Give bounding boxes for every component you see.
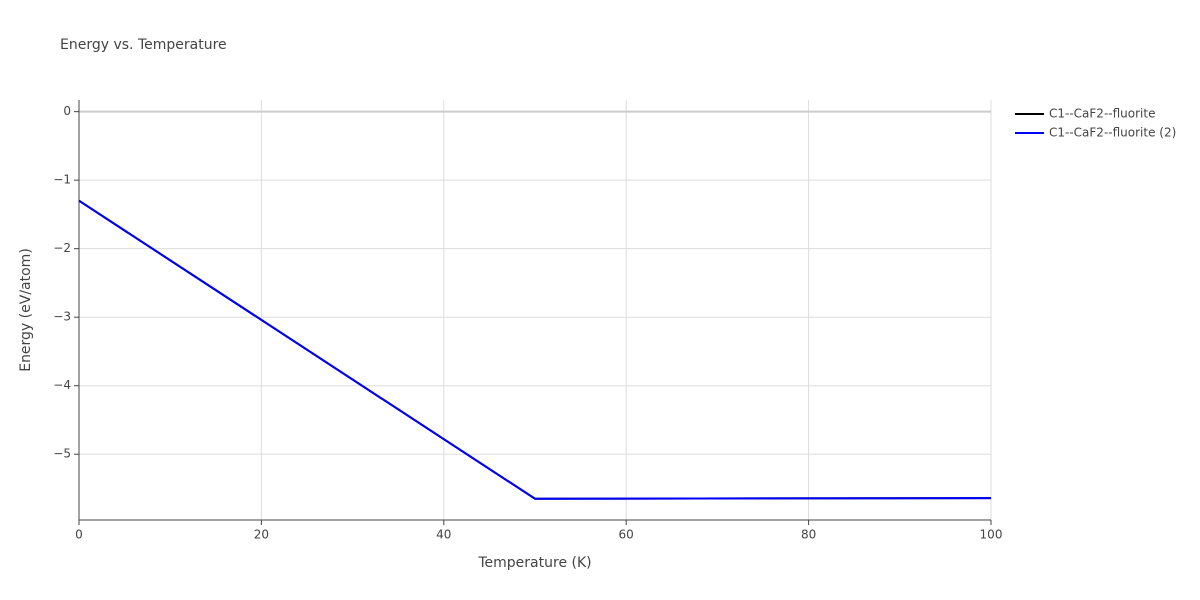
x-axis-title: Temperature (K) (477, 555, 591, 571)
x-tick-label: 100 (980, 528, 1003, 542)
chart-title: Energy vs. Temperature (60, 37, 227, 53)
y-axis-title: Energy (eV/atom) (18, 248, 34, 372)
x-tick-label: 0 (75, 528, 83, 542)
y-tick-label: −2 (53, 241, 71, 255)
legend-label: C1--CaF2--fluorite (2) (1049, 126, 1176, 140)
legend-label: C1--CaF2--fluorite (1049, 107, 1155, 121)
line-series (78, 199, 992, 500)
x-tick-label: 40 (436, 528, 451, 542)
y-tick-label: −4 (53, 378, 71, 392)
x-tick-label: 60 (619, 528, 634, 542)
y-tick-label: −3 (53, 310, 71, 324)
y-tick-label: −5 (53, 447, 71, 461)
y-tick-label: −1 (53, 173, 71, 187)
y-tick-label: 0 (63, 104, 71, 118)
x-tick-label: 80 (801, 528, 816, 542)
x-tick-label: 20 (254, 528, 269, 542)
